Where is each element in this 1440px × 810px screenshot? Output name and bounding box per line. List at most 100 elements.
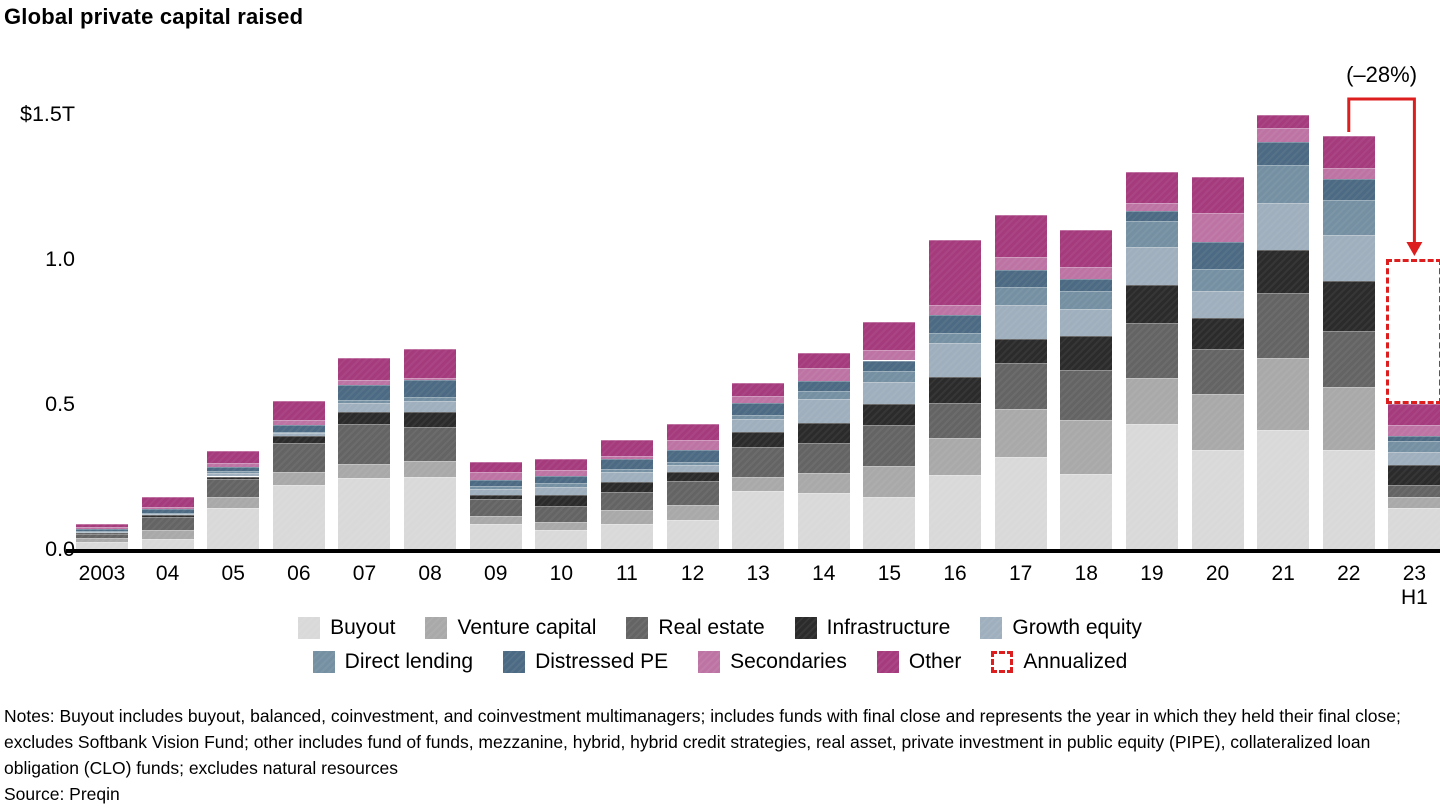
legend-swatch-infrastructure: [794, 617, 817, 639]
segment-other-2003: [76, 523, 128, 528]
segment-real-estate-16: [929, 403, 982, 439]
segment-real-estate-15: [863, 425, 916, 466]
segment-other-11: [600, 439, 653, 456]
segment-infrastructure-23: [1388, 465, 1440, 486]
segment-venture-capital-04: [141, 530, 194, 539]
segment-distressed-pe-09: [469, 480, 522, 487]
legend-row-1: Buyout Venture capital Real estate Infrastr…: [0, 616, 1440, 640]
segment-distressed-pe-12: [666, 449, 719, 462]
segment-other-21: [1257, 114, 1310, 128]
segment-real-estate-06: [272, 443, 325, 472]
segment-growth-equity-2003: [76, 531, 128, 534]
legend-label: Direct lending: [344, 650, 474, 673]
segment-real-estate-14: [797, 442, 850, 473]
segment-buyout-13: [732, 490, 785, 549]
segment-secondaries-19: [1125, 203, 1178, 212]
legend-swatch-buyout: [298, 617, 321, 639]
segment-direct-lending-07: [338, 400, 391, 404]
segment-other-07: [338, 358, 391, 381]
segment-secondaries-07: [338, 380, 391, 386]
segment-direct-lending-19: [1125, 221, 1178, 248]
segment-secondaries-15: [863, 350, 916, 361]
segment-direct-lending-23: [1388, 440, 1440, 453]
segment-distressed-pe-22: [1322, 178, 1375, 200]
bar-07: [338, 358, 391, 549]
segment-buyout-07: [338, 477, 391, 549]
segment-distressed-pe-18: [1060, 279, 1113, 291]
segment-real-estate-18: [1060, 370, 1113, 420]
segment-venture-capital-14: [797, 472, 850, 494]
segment-growth-equity-23: [1388, 452, 1440, 466]
legend-item-infrastructure: Infrastructure: [794, 616, 950, 640]
y-tick-0: 0.0: [45, 537, 75, 561]
segment-direct-lending-21: [1257, 164, 1310, 203]
segment-real-estate-05: [207, 479, 260, 497]
segment-secondaries-2003: [76, 527, 128, 529]
legend-swatch-real-estate: [626, 617, 649, 639]
segment-real-estate-13: [732, 446, 785, 478]
segment-infrastructure-07: [338, 412, 391, 424]
legend-item-annualized: Annualized: [991, 650, 1127, 674]
segment-secondaries-13: [732, 396, 785, 404]
segment-other-23: [1388, 403, 1440, 426]
segment-venture-capital-12: [666, 505, 719, 520]
bar-14: [797, 353, 850, 549]
segment-growth-equity-21: [1257, 202, 1310, 250]
segment-infrastructure-20: [1191, 317, 1244, 349]
x-label-15: 15: [877, 562, 902, 585]
segment-other-15: [863, 322, 916, 351]
segment-other-22: [1322, 136, 1375, 168]
legend-label: Growth equity: [1012, 616, 1142, 639]
segment-venture-capital-11: [600, 510, 653, 525]
segment-real-estate-08: [404, 426, 457, 462]
bar-04: [141, 496, 194, 549]
segment-venture-capital-17: [994, 408, 1047, 458]
segment-direct-lending-2003: [76, 531, 128, 532]
x-sublabel-h1: H1: [1400, 586, 1428, 609]
x-axis-line: [66, 549, 1440, 553]
segment-growth-equity-19: [1125, 247, 1178, 286]
segment-infrastructure-05: [207, 476, 260, 480]
segment-distressed-pe-16: [929, 315, 982, 334]
x-label-07: 07: [352, 562, 377, 585]
segment-distressed-pe-07: [338, 385, 391, 401]
segment-buyout-15: [863, 496, 916, 549]
segment-buyout-04: [141, 538, 194, 549]
segment-secondaries-14: [797, 368, 850, 382]
segment-real-estate-17: [994, 362, 1047, 409]
segment-infrastructure-15: [863, 404, 916, 426]
x-label-18: 18: [1074, 562, 1098, 585]
chart-title: Global private capital raised: [4, 4, 304, 29]
segment-direct-lending-11: [600, 468, 653, 473]
bar-12: [666, 424, 719, 549]
legend-swatch-growth-equity: [980, 617, 1003, 639]
segment-other-05: [207, 450, 260, 464]
segment-infrastructure-22: [1322, 280, 1375, 331]
bar-09: [469, 462, 522, 549]
segment-secondaries-23: [1388, 425, 1440, 437]
segment-real-estate-12: [666, 481, 719, 506]
segment-direct-lending-17: [994, 286, 1047, 305]
segment-secondaries-06: [272, 419, 325, 426]
segment-growth-equity-05: [207, 472, 260, 477]
x-label-14: 14: [812, 562, 836, 585]
segment-venture-capital-09: [469, 515, 522, 525]
y-tick-500: 0.5: [45, 392, 75, 416]
x-label-19: 19: [1140, 562, 1164, 585]
segment-infrastructure-09: [469, 494, 522, 499]
segment-venture-capital-19: [1125, 377, 1178, 425]
segment-buyout-22: [1322, 450, 1375, 549]
segment-infrastructure-19: [1125, 285, 1178, 323]
x-label-17: 17: [1008, 562, 1033, 585]
segment-real-estate-11: [600, 491, 653, 511]
segment-buyout-17: [994, 457, 1047, 549]
segment-distressed-pe-05: [207, 467, 260, 472]
legend-item-real-estate: Real estate: [626, 616, 765, 640]
segment-buyout-16: [929, 475, 982, 549]
segment-other-12: [666, 424, 719, 441]
segment-venture-capital-22: [1322, 387, 1375, 451]
legend-label: Buyout: [330, 616, 396, 639]
segment-buyout-20: [1191, 450, 1244, 549]
legend-item-venture-capital: Venture capital: [425, 616, 596, 640]
legend-label: Venture capital: [457, 616, 597, 639]
